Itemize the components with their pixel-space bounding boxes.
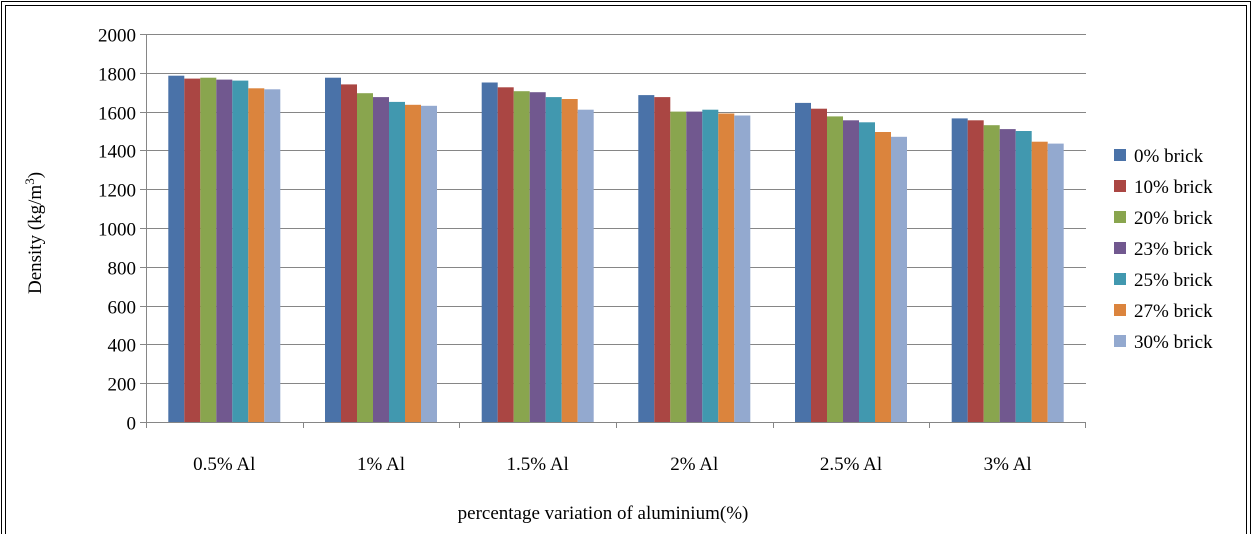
bar — [1047, 143, 1064, 422]
bar — [405, 104, 421, 423]
x-tick-label: 2% Al — [670, 454, 718, 475]
legend-label: 0% brick — [1134, 146, 1204, 167]
bar — [184, 78, 201, 422]
bar — [248, 88, 265, 423]
legend-label: 30% brick — [1134, 332, 1213, 353]
legend-swatch — [1114, 149, 1126, 161]
legend-label: 27% brick — [1134, 301, 1213, 322]
y-tick-label: 400 — [108, 336, 137, 357]
legend-label: 20% brick — [1134, 208, 1213, 229]
bar — [168, 75, 185, 422]
x-tick-label: 1.5% Al — [507, 454, 569, 475]
y-tick-label: 0 — [127, 414, 137, 435]
bar — [1031, 141, 1048, 422]
legend-swatch — [1114, 180, 1126, 192]
bar — [373, 97, 389, 422]
bar — [216, 79, 233, 422]
y-tick-label: 1200 — [98, 181, 136, 202]
bar — [325, 77, 341, 422]
bar — [421, 105, 437, 423]
bar — [811, 108, 827, 422]
x-tick-label: 3% Al — [984, 454, 1032, 475]
bar — [827, 116, 843, 423]
x-tick-label: 0.5% Al — [193, 454, 255, 475]
x-axis-title: percentage variation of aluminium(%) — [458, 503, 749, 524]
bar — [232, 80, 249, 422]
bar — [734, 115, 751, 422]
legend-swatch — [1114, 273, 1126, 285]
y-axis-title-tail: ) — [25, 172, 46, 178]
y-tick-label: 1000 — [98, 220, 136, 241]
bar — [951, 118, 968, 423]
bar — [481, 82, 498, 422]
bars — [168, 75, 1064, 423]
bar — [983, 125, 1000, 422]
bar — [529, 92, 546, 422]
bar — [577, 109, 594, 422]
legend-label: 25% brick — [1134, 270, 1213, 291]
legend-label: 23% brick — [1134, 239, 1213, 260]
bar — [389, 101, 405, 423]
y-tick-label: 2000 — [98, 26, 136, 47]
bar — [638, 95, 655, 422]
bar — [497, 87, 514, 423]
x-tick-label: 1% Al — [357, 454, 405, 475]
y-axis-title-main: Density (kg/m — [25, 185, 46, 294]
legend-swatch — [1114, 242, 1126, 254]
y-tick-label: 1400 — [98, 142, 136, 163]
y-tick-label: 200 — [108, 375, 137, 396]
bar — [654, 97, 671, 422]
bar — [999, 129, 1016, 422]
y-tick-label: 1800 — [98, 65, 136, 86]
bar — [670, 111, 687, 422]
y-tick-label: 1600 — [98, 104, 136, 125]
bar — [561, 99, 578, 422]
bar — [967, 120, 984, 423]
bar — [891, 136, 907, 423]
bar — [513, 91, 530, 422]
chart-frame — [5, 5, 1247, 539]
axes — [140, 34, 1086, 428]
y-axis-title: Density (kg/m3) — [22, 172, 46, 294]
bar — [718, 113, 735, 422]
bar — [875, 132, 891, 422]
gridlines — [146, 34, 1086, 384]
y-tick-labels: 0 200 400 600 800 1000 1200 1400 1600 1800 2000 — [98, 26, 136, 435]
bar — [686, 111, 703, 422]
legend: 0% brick 10% brick 20% brick 23% brick 25% b… — [1114, 146, 1213, 353]
bar — [1015, 131, 1032, 422]
x-tick-labels: 0.5% Al 1% Al 1.5% Al 2% Al 2.5% Al 3% Al — [193, 454, 1032, 475]
legend-swatch — [1114, 335, 1126, 347]
x-tick-label: 2.5% Al — [820, 454, 882, 475]
bar — [859, 122, 875, 423]
bar — [545, 97, 562, 422]
bar — [795, 102, 811, 423]
legend-label: 10% brick — [1134, 177, 1213, 198]
legend-swatch — [1114, 211, 1126, 223]
bar — [357, 93, 373, 422]
legend-swatch — [1114, 304, 1126, 316]
y-tick-label: 600 — [108, 298, 137, 319]
bar — [843, 120, 859, 423]
y-axis-title-sup: 3 — [22, 178, 37, 185]
bar — [341, 84, 357, 423]
y-tick-label: 800 — [108, 259, 137, 280]
bar — [702, 109, 719, 422]
bar — [264, 89, 281, 423]
bar — [200, 77, 217, 422]
